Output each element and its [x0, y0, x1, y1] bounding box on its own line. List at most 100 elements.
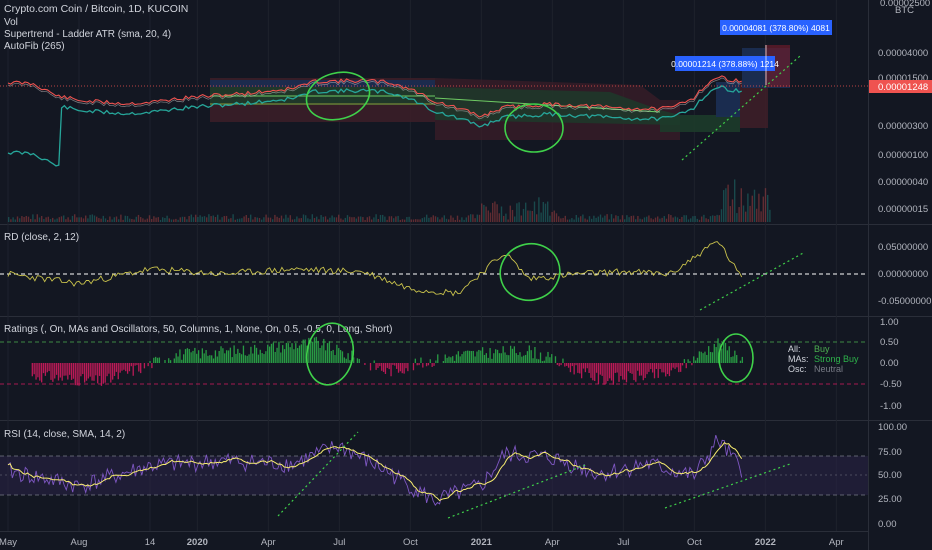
- rsi-pane[interactable]: RSI (14, close, SMA, 14, 2) 100.00 75.00…: [0, 422, 907, 530]
- price-pane[interactable]: 0.00004081 (378.80%) 4081 0.00001214 (37…: [0, 20, 868, 222]
- volume-bar: [223, 216, 225, 222]
- volume-bar: [617, 216, 619, 222]
- trendline-rsi[interactable]: [447, 463, 589, 519]
- rating-column: [291, 343, 293, 363]
- volume-bar: [459, 219, 461, 222]
- volume-bar: [657, 216, 659, 222]
- ratings-pane-title[interactable]: Ratings (, On, MAs and Oscillators, 50, …: [4, 324, 393, 335]
- rating-column: [560, 363, 562, 366]
- indicator-label-autofib[interactable]: AutoFib (265): [4, 41, 65, 52]
- volume-bar: [302, 214, 305, 222]
- volume-bar: [126, 216, 129, 222]
- rating-column: [622, 363, 624, 380]
- trendline-price[interactable]: [681, 55, 801, 161]
- ratings-pane[interactable]: Ratings (, On, MAs and Oscillators, 50, …: [0, 317, 902, 412]
- rating-column: [566, 363, 568, 366]
- rating-column: [263, 354, 265, 363]
- trendline-rsi[interactable]: [277, 431, 359, 517]
- measure-box-top[interactable]: [720, 20, 832, 35]
- rating-column: [330, 351, 332, 363]
- volume-bar: [659, 218, 661, 222]
- price-axis[interactable]: 0.00002500 BTC 0.00004000 0.00001500 0.0…: [869, 0, 932, 215]
- rating-column: [173, 358, 175, 363]
- annotation-circle[interactable]: [718, 333, 754, 383]
- volume-bar: [714, 215, 716, 222]
- rating-column: [472, 350, 474, 363]
- rd-pane-title[interactable]: RD (close, 2, 12): [4, 232, 79, 243]
- annotation-circle[interactable]: [302, 319, 358, 388]
- rating-column: [31, 363, 33, 377]
- volume-bar: [762, 196, 764, 222]
- rating-column: [485, 353, 487, 363]
- volume-bar: [470, 214, 472, 222]
- rating-column: [396, 363, 398, 369]
- rating-column: [442, 361, 445, 363]
- volume-bar: [327, 219, 329, 222]
- rating-column: [369, 363, 372, 371]
- volume-bar: [208, 214, 210, 222]
- annotation-circle[interactable]: [301, 66, 375, 127]
- rating-column: [80, 363, 82, 377]
- volume-bar: [758, 193, 760, 222]
- volume-bar: [164, 217, 166, 222]
- rd-pane[interactable]: RD (close, 2, 12) 0.05000000 0.00000000 …: [0, 232, 931, 311]
- trendline-rd[interactable]: [699, 251, 806, 311]
- volume-bar: [632, 215, 635, 222]
- fib-level-line: [434, 97, 661, 113]
- volume-bar: [307, 218, 309, 222]
- rsi-tick: 0.00: [878, 519, 897, 530]
- indicator-label-supertrend[interactable]: Supertrend - Ladder ATR (sma, 20, 4): [4, 29, 171, 40]
- indicator-label-vol[interactable]: Vol: [4, 17, 18, 28]
- rating-column: [153, 357, 155, 363]
- volume-bar: [591, 218, 593, 222]
- volume-bar: [494, 201, 496, 222]
- rating-column: [272, 342, 274, 363]
- rating-column: [670, 363, 672, 371]
- rating-column: [325, 350, 327, 363]
- rating-column: [595, 363, 598, 373]
- volume-bar: [157, 217, 159, 222]
- rating-column: [179, 349, 181, 363]
- volume-bar: [553, 210, 555, 222]
- annotation-circle[interactable]: [492, 235, 568, 308]
- volume-bar: [195, 214, 197, 222]
- volume-bar: [362, 217, 364, 222]
- rating-column: [93, 363, 95, 381]
- rating-column: [222, 348, 224, 363]
- trendline-rsi[interactable]: [664, 463, 791, 509]
- rsi-pane-title[interactable]: RSI (14, close, SMA, 14, 2): [4, 429, 125, 440]
- volume-bar: [322, 216, 324, 222]
- annotation-circle[interactable]: [504, 103, 564, 153]
- measure-box-mid[interactable]: [675, 56, 775, 71]
- rating-column: [558, 363, 560, 367]
- rating-column: [455, 354, 458, 363]
- volume-bar: [298, 218, 300, 222]
- rating-column: [125, 363, 127, 372]
- volume-bar: [56, 218, 58, 222]
- volume-bar: [366, 217, 368, 222]
- volume-bar: [280, 215, 283, 222]
- volume-bar: [357, 216, 360, 222]
- rating-column: [562, 358, 564, 363]
- rating-column: [381, 363, 383, 371]
- rating-column: [82, 363, 84, 375]
- rating-column: [276, 347, 278, 363]
- volume-bar: [474, 218, 476, 222]
- rating-column: [46, 363, 48, 373]
- rating-column: [605, 363, 607, 384]
- rating-column: [642, 363, 644, 381]
- volume-bar: [562, 217, 564, 222]
- rating-column: [218, 350, 220, 363]
- volume-bar: [52, 217, 54, 222]
- time-axis[interactable]: May Aug 14 2020 Apr Jul Oct 2021 Apr Jul Oct 2022 Ap…: [0, 537, 844, 548]
- volume-bar: [663, 216, 665, 222]
- rating-column: [730, 357, 732, 363]
- rating-column: [551, 354, 553, 363]
- rating-column: [739, 360, 742, 363]
- volume-bar: [393, 218, 395, 222]
- volume-bar: [558, 216, 560, 222]
- rating-column: [382, 363, 385, 372]
- volume-bar: [549, 215, 551, 222]
- rating-column: [403, 363, 405, 374]
